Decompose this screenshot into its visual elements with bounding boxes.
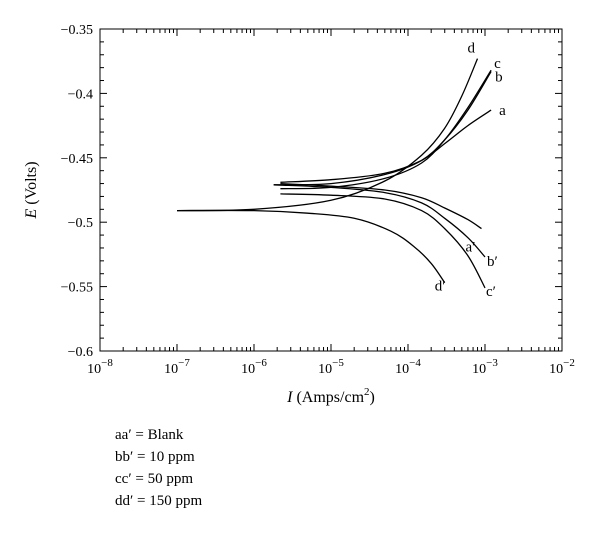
y-axis-title-text: (Volts) xyxy=(23,161,40,208)
legend-value: 10 ppm xyxy=(149,449,195,465)
curve-label-d-prime: d′ xyxy=(435,279,446,295)
legend-value: 50 ppm xyxy=(147,471,193,487)
legend-value: 150 ppm xyxy=(149,493,203,509)
legend-row-50ppm: cc′ = 50 ppm xyxy=(115,471,193,487)
curve-label-a: a xyxy=(499,103,506,119)
y-axis-title: E (Volts) xyxy=(23,161,40,219)
y-tick-label: −0.45 xyxy=(61,152,93,167)
curve-d-prime xyxy=(176,209,446,284)
curve-c-prime xyxy=(280,193,486,289)
legend-value: Blank xyxy=(147,427,184,443)
y-tick-label: −0.4 xyxy=(68,87,93,102)
x-tick-label-exponent: −6 xyxy=(255,357,267,369)
plot-frame xyxy=(99,28,563,352)
x-axis-title: I (Amps/cm2) xyxy=(286,386,375,406)
legend-key: dd′ xyxy=(115,493,134,509)
x-tick-label-base: 10 xyxy=(87,362,101,377)
x-tick-label-exponent: −4 xyxy=(409,357,421,369)
x-tick-label: 10−7 xyxy=(164,357,190,377)
curve-label-b: b xyxy=(495,70,503,86)
legend-key: aa′ xyxy=(115,427,132,443)
legend-row-10ppm: bb′ = 10 ppm xyxy=(115,449,195,465)
x-axis-title-sup: 2 xyxy=(364,386,370,398)
curve-label-c-prime: c′ xyxy=(486,284,496,300)
y-axis-title-italic: E xyxy=(23,209,40,220)
y-tick-label: −0.6 xyxy=(68,345,93,360)
x-axis-title-text: (Amps/cm xyxy=(292,389,364,406)
y-tick-label: −0.5 xyxy=(68,216,93,231)
x-tick-label-exponent: −2 xyxy=(563,357,575,369)
x-tick-label-exponent: −5 xyxy=(332,357,344,369)
x-axis-title-italic: I xyxy=(286,389,293,406)
tick-labels: 10−8 10−7 10−6 10−5 10−4 10−3 10−2−0.35−0.4−0.… xyxy=(61,23,575,377)
x-tick-label-base: 10 xyxy=(318,362,332,377)
y-tick-label: −0.55 xyxy=(61,281,93,296)
legend-row-blank: aa′ = Blank xyxy=(115,427,184,443)
curve-b xyxy=(273,71,492,186)
curve-d xyxy=(176,58,479,212)
x-tick-label-base: 10 xyxy=(472,362,486,377)
curve-label-d: d xyxy=(468,41,476,57)
axis-ticks xyxy=(99,28,562,352)
legend: aa′ = Blank bb′ = 10 ppm cc′ = 50 ppm dd… xyxy=(115,424,202,512)
x-tick-label: 10−8 xyxy=(87,357,113,377)
x-tick-label: 10−4 xyxy=(395,357,421,377)
curve-c xyxy=(280,69,492,190)
x-tick-label-base: 10 xyxy=(395,362,409,377)
curve-label-c: c xyxy=(494,56,501,72)
x-tick-label-exponent: −3 xyxy=(486,357,498,369)
x-tick-label-exponent: −7 xyxy=(178,357,190,369)
x-tick-label-exponent: −8 xyxy=(101,357,113,369)
x-axis-title-close: ) xyxy=(370,389,375,406)
legend-key: cc′ xyxy=(115,471,132,487)
x-tick-label-base: 10 xyxy=(164,362,178,377)
curve-label-a-prime: a′ xyxy=(466,240,476,256)
curves: a bc d a′ b′ c′ d′ xyxy=(176,41,506,300)
curve-b-prime xyxy=(273,184,486,258)
x-tick-label: 10−3 xyxy=(472,357,498,377)
x-tick-label-base: 10 xyxy=(549,362,563,377)
x-tick-label: 10−6 xyxy=(241,357,267,377)
x-tick-label: 10−2 xyxy=(549,357,575,377)
legend-row-150ppm: dd′ = 150 ppm xyxy=(115,493,203,509)
curve-a-prime xyxy=(280,182,482,230)
curve-label-b-prime: b′ xyxy=(487,254,498,270)
x-tick-label-base: 10 xyxy=(241,362,255,377)
x-tick-label: 10−5 xyxy=(318,357,344,377)
y-tick-label: −0.35 xyxy=(61,23,93,38)
legend-key: bb′ xyxy=(115,449,134,465)
